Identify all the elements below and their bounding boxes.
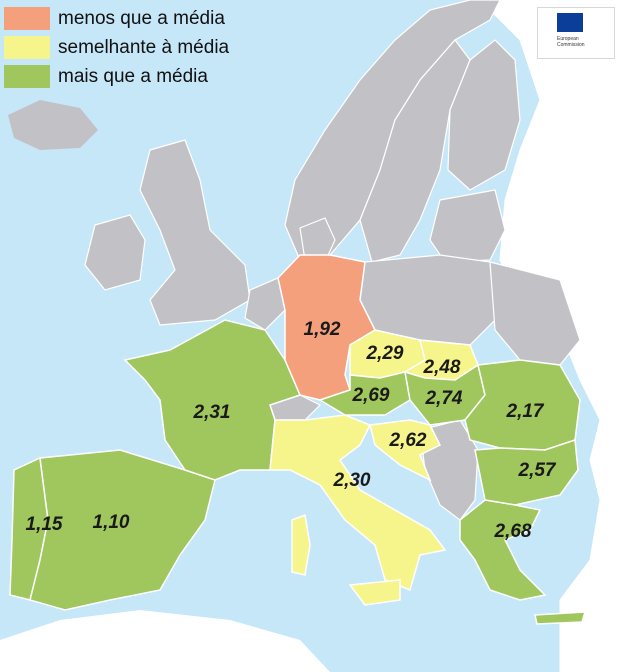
iceland [8, 100, 98, 150]
logo-text: European Commission [557, 36, 585, 48]
baltics [429, 189, 506, 263]
legend-swatch [4, 7, 50, 30]
value-bulgaria: 2,57 [518, 460, 557, 481]
european-commission-logo: European Commission [537, 7, 615, 59]
value-france: 2,31 [193, 402, 231, 423]
region-sardinia [291, 513, 311, 576]
value-germany: 1,92 [304, 319, 341, 340]
benelux [244, 277, 286, 331]
legend: menos que a média semelhante à média mai… [4, 4, 229, 91]
region-croatia [369, 419, 442, 482]
region-crete [534, 611, 587, 625]
value-italy: 2,30 [333, 470, 371, 491]
legend-item-menos: menos que a média [4, 4, 229, 33]
value-spain: 1,10 [93, 512, 130, 533]
value-czechia: 2,29 [366, 343, 404, 364]
legend-label: menos que a média [58, 7, 225, 29]
north-africa-land [0, 610, 330, 672]
legend-label: mais que a média [58, 65, 208, 87]
region-italy [269, 414, 447, 592]
value-austria: 2,69 [352, 385, 390, 406]
finland [447, 39, 521, 191]
value-slovakia: 2,48 [423, 357, 461, 378]
value-romania: 2,17 [506, 401, 545, 422]
eu-flag-icon [557, 13, 583, 32]
value-croatia: 2,62 [389, 430, 427, 451]
region-germany [277, 254, 376, 401]
region-sicily [348, 579, 401, 606]
ireland [84, 214, 146, 291]
legend-swatch [4, 65, 50, 88]
region-greece [459, 499, 547, 601]
value-portugal: 1,15 [26, 514, 63, 535]
legend-swatch [4, 36, 50, 59]
great-britain [139, 139, 251, 326]
legend-item-semelhante: semelhante à média [4, 33, 229, 62]
legend-label: semelhante à média [58, 36, 230, 58]
value-hungary: 2,74 [425, 388, 463, 409]
value-greece: 2,68 [494, 521, 532, 542]
legend-item-mais: mais que a média [4, 62, 229, 91]
non-eu-land [479, 0, 620, 672]
